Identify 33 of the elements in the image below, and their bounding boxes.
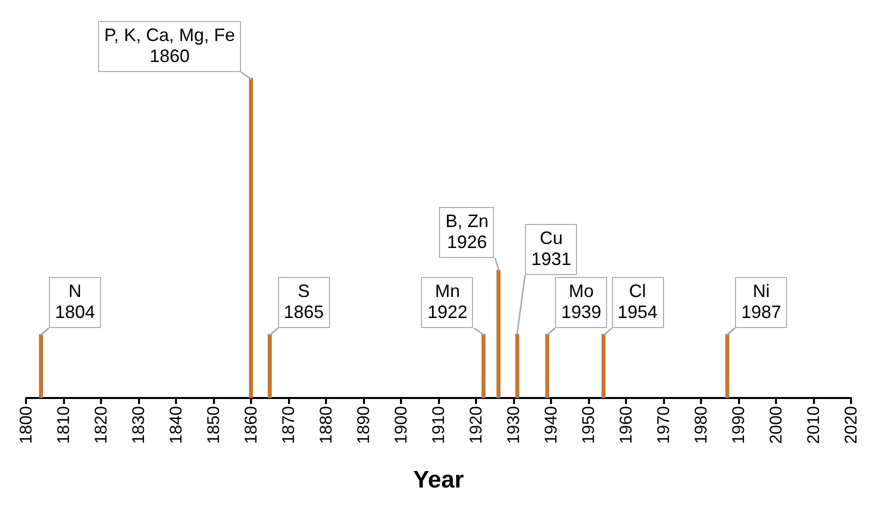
x-tick-label: 1970 [654,406,673,444]
x-tick-label: 1840 [166,406,186,444]
x-tick-label: 1830 [129,406,148,444]
annotation: Cu 1931 [525,224,578,275]
x-tick-label: 1920 [466,406,486,444]
annotation: S 1865 [278,277,330,328]
annotation: B, Zn 1926 [439,207,494,258]
x-tick-label: 1810 [54,406,73,444]
x-tick-label: 1990 [729,406,748,444]
x-tick-label: 1850 [204,406,223,444]
x-tick-label: 1800 [16,406,36,444]
x-tick-label: 1820 [92,406,110,444]
x-tick-label: 2020 [842,406,860,444]
x-tick-label: 1950 [579,406,598,444]
x-tick-label: 1960 [616,406,636,444]
x-tick-label: 2000 [766,406,786,444]
x-tick-label: 1890 [354,406,373,444]
annotation: Mn 1922 [421,277,474,328]
annotation: N 1804 [49,277,102,328]
annotation: Ni 1987 [735,277,788,328]
x-tick-label: 1860 [242,406,260,444]
x-tick-label: 1870 [279,406,298,444]
annotation: Mo 1939 [555,277,608,328]
annotation: Cl 1954 [612,277,664,328]
x-tick-label: 1930 [504,406,523,444]
x-tick-label: 1980 [692,406,710,444]
x-axis-title: Year [413,466,464,494]
x-tick-label: 1940 [542,406,560,444]
annotation: P, K, Ca, Mg, Fe 1860 [98,21,241,72]
x-tick-label: 1900 [392,406,410,444]
x-tick-label: 1910 [429,406,448,444]
x-tick-label: 1880 [316,406,336,444]
x-tick-label: 2010 [804,406,823,444]
